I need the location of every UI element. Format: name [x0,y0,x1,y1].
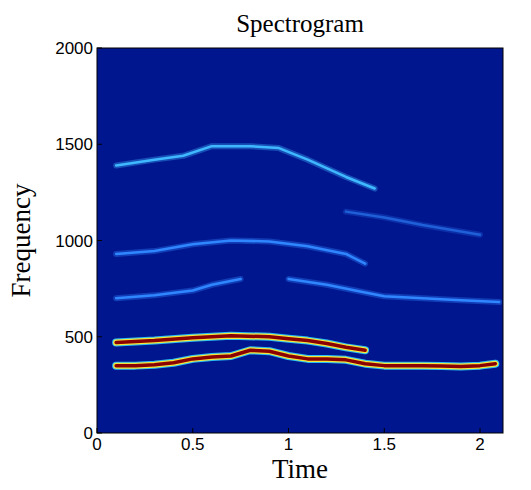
plot-frame [97,48,503,433]
ridge-line [116,336,365,350]
ridges [116,146,499,366]
ridge-glow [116,241,365,264]
x-axis-title: Time [272,454,328,484]
x-tick [384,428,385,433]
y-tick [97,144,102,145]
x-tick-label: 1.5 [372,435,396,454]
ridge-line [346,212,480,235]
x-tick-label: 0 [92,435,101,454]
y-tick [97,48,102,49]
ridge-line [116,350,495,366]
ridge-line [116,279,499,302]
x-tick [97,428,98,433]
ridge-glow [116,336,365,350]
ridge-glow [116,350,495,366]
x-tick-label: 2 [475,435,484,454]
ridge-glow [116,336,365,350]
y-axis-title: Frequency [6,183,36,297]
y-tick [97,336,102,337]
ridge-glow [116,146,375,188]
ridge-glow [116,279,499,302]
y-tick-label: 2000 [55,39,93,58]
x-tick [288,428,289,433]
y-tick-label: 0 [84,424,93,443]
ridge-glow [346,212,480,235]
x-tick [480,428,481,433]
x-tick-label: 1 [284,435,293,454]
y-tick [97,433,102,434]
x-tick [192,428,193,433]
ridge-line [116,241,365,264]
ridge-line [116,146,375,188]
y-tick-label: 500 [65,328,93,347]
plot-background [97,48,503,433]
y-tick-label: 1000 [55,232,93,251]
ridge-glow [116,350,495,366]
title: Spectrogram [236,10,364,37]
chart: 0 0.5 1 1.5 2 0 500 1000 1500 2000 Spectrogram Time… [0,0,531,490]
y-tick [97,240,102,241]
y-tick-label: 1500 [55,135,93,154]
x-tick-label: 0.5 [181,435,205,454]
